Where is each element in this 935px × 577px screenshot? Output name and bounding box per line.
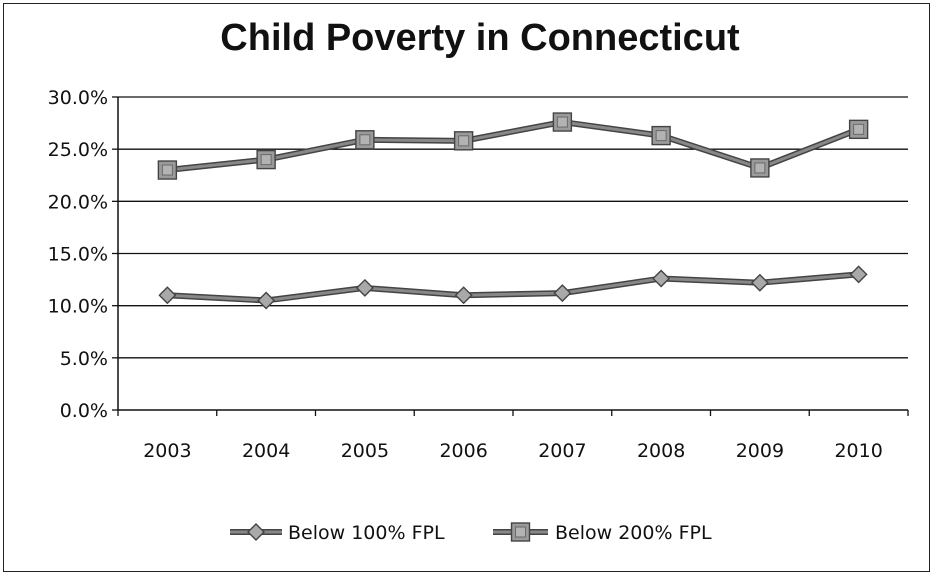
- x-tick-label: 2009: [736, 440, 784, 462]
- marker-square-inner: [458, 135, 470, 147]
- data-point-square: [355, 130, 375, 150]
- x-tick-label: 2008: [637, 440, 685, 462]
- x-tick-label: 2007: [538, 440, 586, 462]
- y-tick-label: 20.0%: [48, 191, 108, 213]
- y-tick-label: 15.0%: [48, 244, 108, 266]
- x-axis-ticks: 2003 2004 2005 2006 2007 2008 2009 2010: [117, 410, 909, 462]
- x-tick-label: 2003: [143, 440, 191, 462]
- data-point-diamond: [158, 286, 177, 305]
- data-point-square: [453, 131, 474, 151]
- data-point-diamond: [750, 273, 769, 292]
- marker-square-inner: [359, 134, 371, 146]
- series-layer: [157, 112, 869, 310]
- y-axis-ticks: 0.0% 5.0% 10.0% 15.0% 20.0% 25.0% 30.0%: [48, 87, 118, 422]
- data-point-square: [750, 158, 770, 178]
- y-tick-label: 0.0%: [60, 400, 108, 422]
- legend-label: Below 200% FPL: [555, 522, 712, 544]
- y-tick-label: 30.0%: [48, 87, 108, 109]
- data-point-square: [256, 149, 276, 170]
- data-point-square: [651, 125, 671, 146]
- marker-square-inner: [161, 164, 173, 176]
- data-point-square: [552, 112, 573, 132]
- marker-square-inner: [556, 116, 568, 128]
- data-point-diamond: [454, 286, 473, 305]
- legend-item: Below 100% FPL: [230, 522, 445, 544]
- marker-square-inner: [754, 162, 766, 174]
- y-tick-label: 5.0%: [60, 348, 108, 370]
- legend-marker-diamond: [247, 523, 265, 541]
- x-tick-label: 2005: [341, 440, 389, 462]
- y-tick-label: 10.0%: [48, 296, 108, 318]
- x-tick-label: 2006: [439, 440, 487, 462]
- series-below-200-fpl: [157, 112, 869, 180]
- chart-title: Child Poverty in Connecticut: [220, 17, 740, 59]
- data-point-diamond: [355, 278, 374, 297]
- legend: Below 100% FPL Below 200% FPL: [230, 522, 712, 544]
- data-point-square: [848, 119, 869, 140]
- legend-item: Below 200% FPL: [493, 522, 712, 544]
- series-line: [167, 272, 859, 302]
- marker-square-inner: [655, 130, 667, 142]
- x-tick-label: 2004: [242, 440, 290, 462]
- series-below-100-fpl: [158, 265, 868, 310]
- gridlines: [118, 96, 908, 359]
- marker-square-inner: [515, 526, 526, 538]
- data-point-diamond: [652, 269, 671, 288]
- series-line: [167, 120, 860, 172]
- data-point-square: [157, 160, 178, 180]
- data-point-diamond: [849, 265, 868, 284]
- legend-marker-square: [510, 522, 531, 542]
- y-tick-label: 25.0%: [48, 139, 108, 161]
- data-point-diamond: [257, 291, 276, 310]
- marker-square-inner: [260, 154, 272, 166]
- chart-frame: [3, 3, 930, 572]
- legend-label: Below 100% FPL: [288, 522, 445, 544]
- marker-square-inner: [853, 123, 865, 135]
- data-point-diamond: [553, 284, 572, 303]
- x-tick-label: 2010: [834, 440, 882, 462]
